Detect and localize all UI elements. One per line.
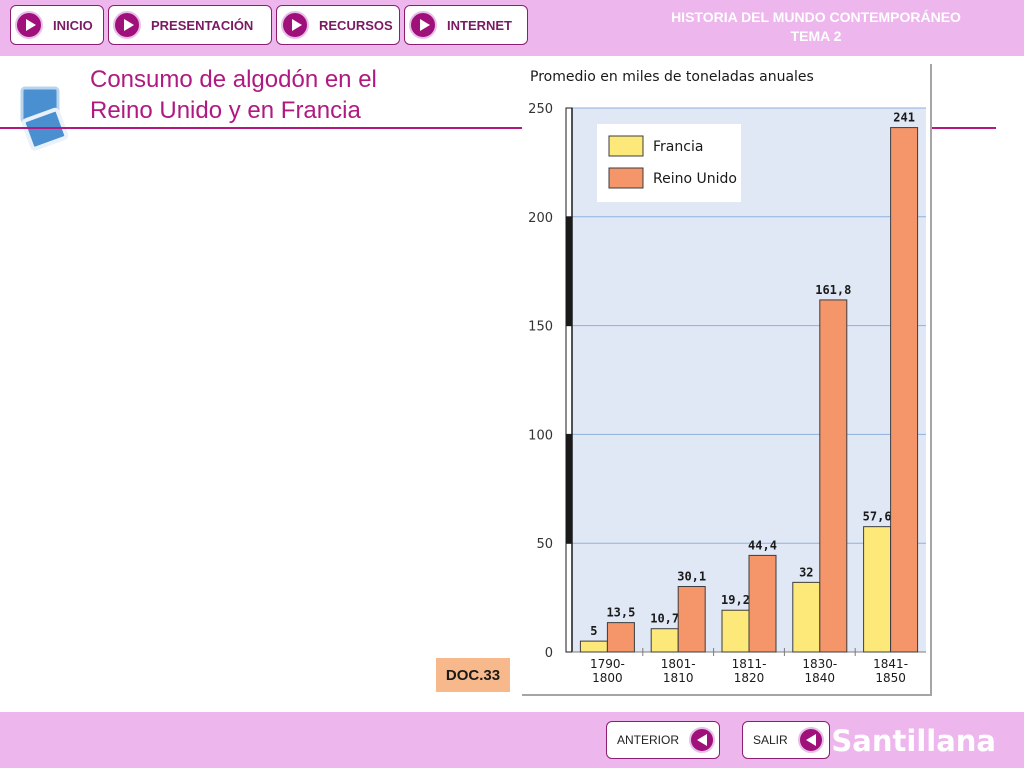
- brand-logo: Santillana: [831, 724, 996, 758]
- x-tick-label: 1830-: [802, 657, 837, 671]
- y-axis-band: [565, 542, 573, 653]
- data-label: 44,4: [748, 538, 777, 552]
- data-label: 19,2: [721, 593, 750, 607]
- nav-button-inicio[interactable]: INICIO: [10, 5, 104, 45]
- play-icon: [113, 11, 141, 39]
- data-label: 57,6: [863, 510, 892, 524]
- nav-button-recursos[interactable]: RECURSOS: [276, 5, 400, 45]
- nav-button-presentacion[interactable]: PRESENTACIÓN: [108, 5, 272, 45]
- x-tick-label: 1811-: [732, 657, 767, 671]
- y-axis-band: [565, 216, 573, 327]
- y-tick-label: 200: [528, 211, 553, 226]
- legend-label: Francia: [653, 139, 703, 155]
- bar-francia: [863, 526, 892, 653]
- x-tick-label: 1841-: [873, 657, 908, 671]
- previous-label: ANTERIOR: [617, 733, 680, 747]
- bar-francia: [650, 628, 679, 653]
- x-tick-label: 1820: [734, 671, 765, 685]
- back-arrow-icon: [797, 727, 824, 753]
- y-tick-label: 250: [528, 102, 553, 117]
- page-title-line1: Consumo de algodón en el: [90, 66, 377, 93]
- x-tick-label: 1800: [592, 671, 623, 685]
- legend-label: Reino Unido: [653, 171, 737, 187]
- x-tick-label: 1850: [875, 671, 906, 685]
- bottom-navigation-bar: ANTERIOR SALIR Santillana: [0, 712, 1024, 768]
- bar-reino-unido: [748, 554, 777, 653]
- bar-reino-unido: [819, 299, 848, 653]
- nav-label: INTERNET: [447, 17, 512, 33]
- back-arrow-icon: [689, 727, 716, 753]
- exit-label: SALIR: [753, 733, 788, 747]
- stacked-squares-icon: [20, 86, 69, 151]
- previous-button[interactable]: ANTERIOR: [606, 721, 720, 759]
- y-axis-band: [565, 325, 573, 435]
- data-label: 30,1: [677, 570, 706, 584]
- data-label: 13,5: [606, 606, 635, 620]
- app-title-line2: TEMA 2: [790, 28, 842, 44]
- bar-reino-unido: [890, 127, 919, 653]
- y-tick-label: 150: [528, 320, 553, 335]
- play-icon: [409, 11, 437, 39]
- page-title: Consumo de algodón en el Reino Unido y e…: [90, 64, 377, 126]
- y-axis-band: [565, 107, 573, 218]
- x-tick-label: 1810: [663, 671, 694, 685]
- nav-label: PRESENTACIÓN: [151, 17, 254, 33]
- data-label: 5: [590, 624, 597, 638]
- y-tick-label: 0: [545, 646, 553, 661]
- chart-title: Promedio en miles de toneladas anuales: [530, 69, 814, 85]
- bar-francia: [579, 640, 608, 653]
- data-label: 161,8: [815, 283, 851, 297]
- legend-swatch: [608, 135, 644, 157]
- title-underline-right: [930, 127, 996, 129]
- nav-label: INICIO: [53, 17, 93, 33]
- nav-button-internet[interactable]: INTERNET: [404, 5, 528, 45]
- play-icon: [281, 11, 309, 39]
- page-title-line2: Reino Unido y en Francia: [90, 97, 361, 124]
- x-tick-label: 1790-: [590, 657, 625, 671]
- bar-francia: [721, 609, 750, 653]
- play-icon: [15, 11, 43, 39]
- bar-reino-unido: [677, 586, 706, 653]
- title-underline: [0, 127, 522, 129]
- cotton-consumption-chart: Promedio en miles de toneladas anuales 0 5…: [528, 69, 926, 685]
- data-label: 32: [799, 565, 813, 579]
- legend-swatch: [608, 167, 644, 189]
- y-axis-band: [565, 433, 573, 544]
- top-navigation-bar: INICIO PRESENTACIÓN RECURSOS INTERNET HI…: [0, 0, 1024, 56]
- data-label: 241: [893, 111, 915, 125]
- chart-panel: Promedio en miles de toneladas anuales 0 5…: [522, 64, 932, 696]
- app-title: HISTORIA DEL MUNDO CONTEMPORÁNEO TEMA 2: [626, 8, 1006, 46]
- bar-francia: [792, 581, 821, 653]
- x-tick-label: 1840: [805, 671, 836, 685]
- app-title-line1: HISTORIA DEL MUNDO CONTEMPORÁNEO: [671, 9, 961, 25]
- exit-button[interactable]: SALIR: [742, 721, 830, 759]
- nav-label: RECURSOS: [319, 17, 393, 33]
- bar-reino-unido: [606, 622, 635, 653]
- x-tick-label: 1801-: [661, 657, 696, 671]
- data-label: 10,7: [650, 612, 679, 626]
- y-tick-label: 100: [528, 428, 553, 443]
- doc-label: DOC.33: [436, 658, 510, 692]
- y-tick-label: 50: [536, 537, 553, 552]
